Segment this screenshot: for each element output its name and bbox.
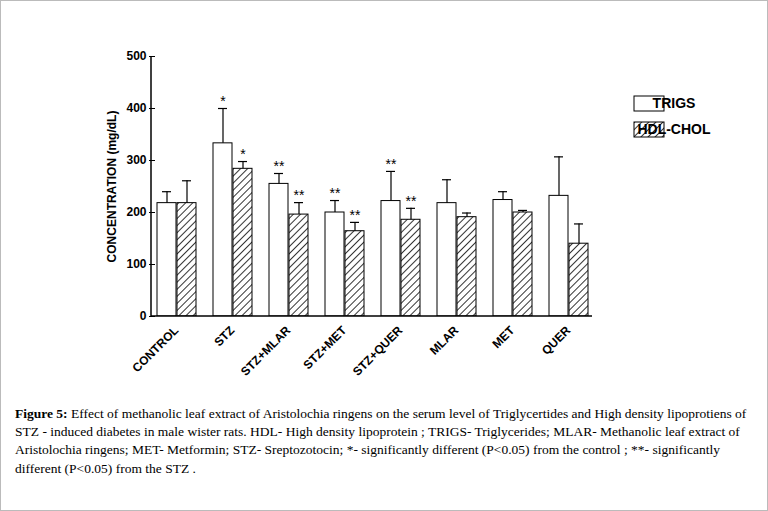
svg-text:TRIGS: TRIGS	[653, 95, 696, 111]
svg-text:**: **	[406, 193, 417, 209]
svg-text:QUER: QUER	[539, 323, 574, 358]
svg-text:STZ+QUER: STZ+QUER	[350, 323, 406, 379]
svg-text:STZ+MLAR: STZ+MLAR	[238, 323, 294, 379]
svg-text:**: **	[294, 187, 305, 203]
svg-text:STZ: STZ	[211, 323, 237, 349]
svg-text:500: 500	[126, 49, 146, 63]
svg-text:100: 100	[126, 257, 146, 271]
svg-text:*: *	[240, 146, 246, 162]
svg-text:200: 200	[126, 205, 146, 219]
svg-text:CONTROL: CONTROL	[129, 323, 181, 375]
svg-text:MET: MET	[490, 323, 518, 351]
html-text:Figure 5: Effect of methanolic: Figure 5: Effect of methanolic leaf extr…	[15, 406, 747, 476]
svg-text:**: **	[274, 158, 285, 174]
svg-text:CONCENTRATION (mg/dL): CONCENTRATION (mg/dL)	[105, 111, 119, 263]
svg-text:HDL-CHOL: HDL-CHOL	[637, 121, 711, 137]
svg-text:STZ+MET: STZ+MET	[301, 323, 350, 372]
svg-text:**: **	[330, 185, 341, 201]
svg-text:**: **	[386, 156, 397, 172]
svg-text:**: **	[350, 207, 361, 223]
svg-text:*: *	[220, 93, 226, 109]
svg-text:300: 300	[126, 153, 146, 167]
svg-text:0: 0	[140, 309, 147, 323]
svg-text:MLAR: MLAR	[427, 323, 462, 358]
svg-text:400: 400	[126, 101, 146, 115]
